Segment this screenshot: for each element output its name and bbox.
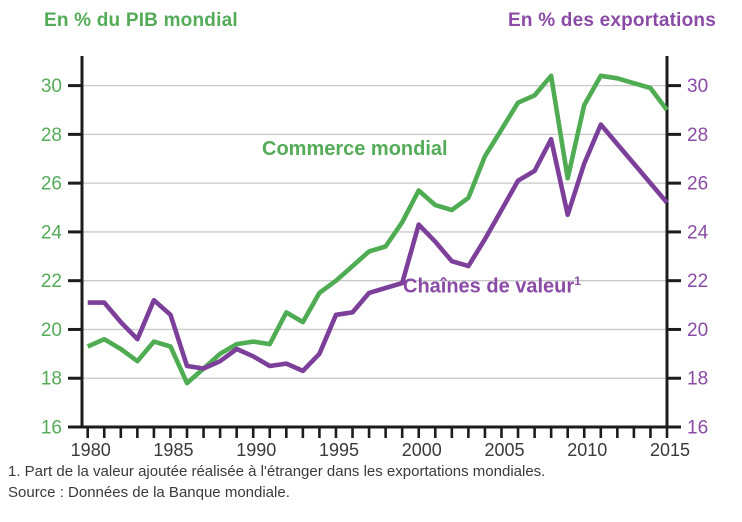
x-tick-label: 2005 [484, 440, 524, 460]
series-label-chaines-de-valeur-text: Chaînes de valeur [403, 275, 575, 298]
left-y-tick-label: 30 [41, 76, 62, 97]
left-axis-title: En % du PIB mondial [44, 10, 238, 31]
right-y-tick-label: 28 [687, 125, 708, 146]
right-axis-title: En % des exportations [508, 10, 716, 31]
x-tick-label: 1985 [153, 440, 193, 460]
series-label-commerce-mondial-text: Commerce mondial [262, 138, 448, 160]
left-y-tick-label: 26 [41, 174, 62, 195]
left-y-tick-label: 18 [41, 369, 62, 390]
series-label-chaines-de-valeur: Chaînes de valeur1 [403, 274, 581, 299]
left-y-tick-label: 24 [41, 222, 63, 243]
right-y-tick-label: 30 [687, 76, 708, 97]
right-y-tick-label: 20 [687, 320, 708, 341]
x-tick-label: 1995 [319, 440, 359, 460]
x-tick-label: 1990 [236, 440, 276, 460]
series-line-commerce-mondial [86, 73, 669, 386]
left-y-tick-label: 16 [41, 418, 62, 439]
footnote-definition: 1. Part de la valeur ajoutée réalisée à … [8, 463, 546, 480]
right-y-tick-label: 22 [687, 271, 708, 292]
x-tick-label: 2010 [567, 440, 607, 460]
x-tick-label: 2000 [402, 440, 442, 460]
footnote-marker: 1 [574, 274, 581, 288]
left-y-tick-label: 28 [41, 125, 62, 146]
right-y-tick-label: 24 [687, 222, 709, 243]
series-line-chaines-de-valeur [87, 122, 669, 374]
axes [80, 56, 669, 429]
right-y-tick-label: 16 [687, 418, 708, 439]
x-tick-label: 1980 [71, 440, 111, 460]
x-tick-label: 2015 [650, 440, 690, 460]
left-y-tick-label: 22 [41, 271, 62, 292]
right-y-tick-label: 18 [687, 369, 708, 390]
left-y-tick-label: 20 [41, 320, 62, 341]
right-y-tick-label: 26 [687, 174, 708, 195]
series-label-commerce-mondial: Commerce mondial [262, 138, 448, 161]
source-note: Source : Données de la Banque mondiale. [8, 484, 290, 501]
